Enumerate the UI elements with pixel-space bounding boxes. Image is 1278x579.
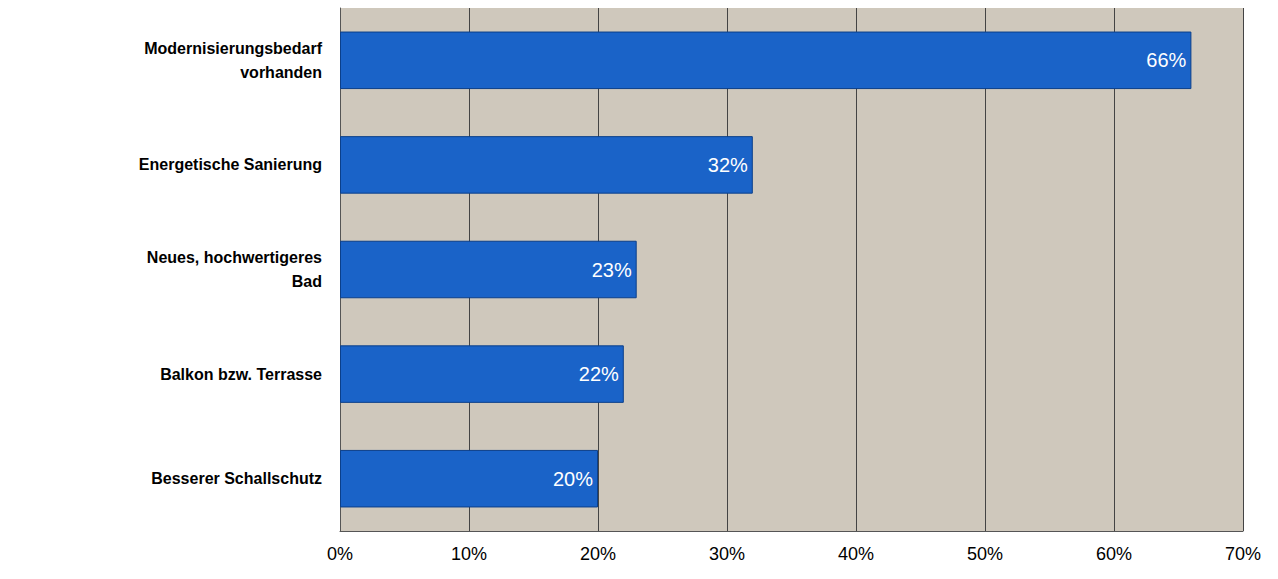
svg-text:10%: 10% [451, 544, 487, 564]
svg-text:22%: 22% [579, 363, 619, 385]
svg-text:Bad: Bad [292, 273, 322, 290]
svg-text:32%: 32% [708, 154, 748, 176]
svg-text:Modernisierungsbedarf: Modernisierungsbedarf [144, 40, 322, 57]
svg-text:66%: 66% [1146, 49, 1186, 71]
svg-text:0%: 0% [327, 544, 353, 564]
svg-text:23%: 23% [592, 259, 632, 281]
svg-text:Balkon bzw. Terrasse: Balkon bzw. Terrasse [160, 366, 322, 383]
svg-text:Energetische Sanierung: Energetische Sanierung [139, 156, 322, 173]
svg-text:30%: 30% [709, 544, 745, 564]
svg-text:20%: 20% [553, 468, 593, 490]
svg-text:20%: 20% [580, 544, 616, 564]
svg-text:Besserer Schallschutz: Besserer Schallschutz [151, 470, 322, 487]
svg-text:50%: 50% [967, 544, 1003, 564]
svg-text:vorhanden: vorhanden [240, 64, 322, 81]
svg-text:60%: 60% [1096, 544, 1132, 564]
svg-text:40%: 40% [838, 544, 874, 564]
svg-text:70%: 70% [1225, 544, 1261, 564]
svg-text:Neues, hochwertigeres: Neues, hochwertigeres [147, 249, 322, 266]
